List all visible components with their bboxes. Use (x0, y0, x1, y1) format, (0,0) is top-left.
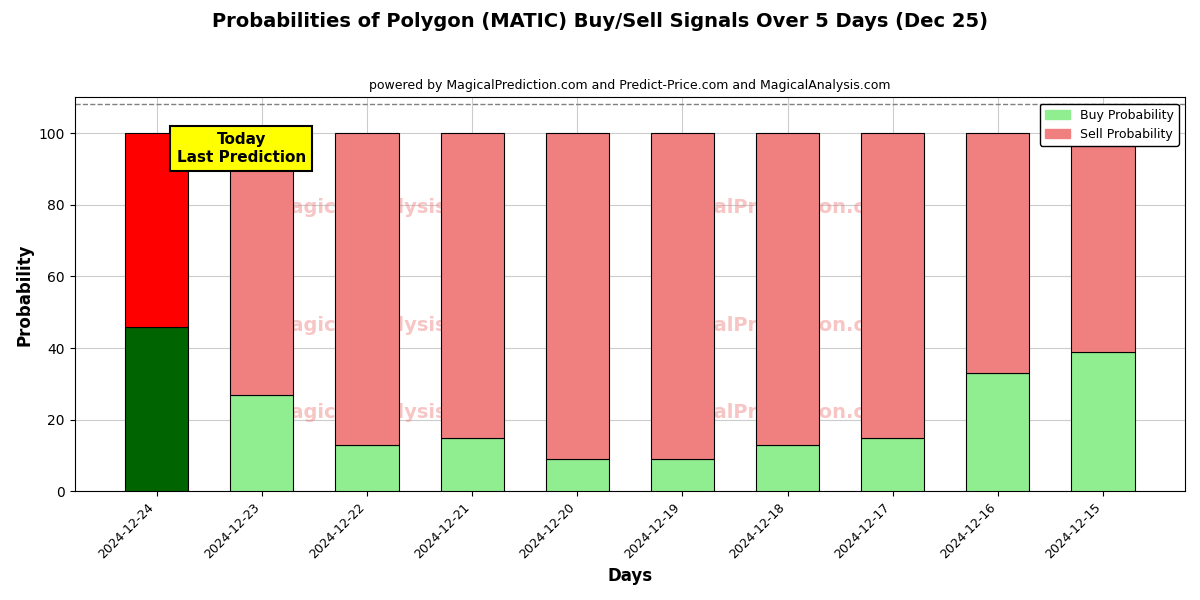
Text: Today
Last Prediction: Today Last Prediction (176, 133, 306, 165)
Bar (966, 133, 1030, 373)
Bar (756, 133, 820, 445)
Text: MagicalPrediction.com: MagicalPrediction.com (649, 198, 899, 217)
Bar (862, 437, 924, 491)
Bar (125, 133, 188, 326)
Bar (440, 437, 504, 491)
Text: MagicalAnalysis.com: MagicalAnalysis.com (271, 198, 499, 217)
Bar (125, 326, 188, 491)
Text: MagicalAnalysis.com: MagicalAnalysis.com (271, 403, 499, 422)
Title: powered by MagicalPrediction.com and Predict-Price.com and MagicalAnalysis.com: powered by MagicalPrediction.com and Pre… (370, 79, 890, 92)
Text: MagicalPrediction.com: MagicalPrediction.com (649, 403, 899, 422)
Text: Probabilities of Polygon (MATIC) Buy/Sell Signals Over 5 Days (Dec 25): Probabilities of Polygon (MATIC) Buy/Sel… (212, 12, 988, 31)
Bar (966, 373, 1030, 491)
Bar (756, 445, 820, 491)
Bar (336, 133, 398, 445)
Bar (440, 133, 504, 437)
Bar (650, 133, 714, 459)
Text: MagicalAnalysis.com: MagicalAnalysis.com (271, 316, 499, 335)
Bar (230, 395, 293, 491)
Legend: Buy Probability, Sell Probability: Buy Probability, Sell Probability (1040, 104, 1178, 146)
Bar (546, 133, 608, 459)
Bar (336, 445, 398, 491)
Bar (546, 459, 608, 491)
Bar (862, 133, 924, 437)
Bar (230, 133, 293, 395)
Bar (1072, 133, 1134, 352)
Text: MagicalPrediction.com: MagicalPrediction.com (649, 316, 899, 335)
Bar (650, 459, 714, 491)
Bar (1072, 352, 1134, 491)
X-axis label: Days: Days (607, 567, 653, 585)
Y-axis label: Probability: Probability (16, 243, 34, 346)
